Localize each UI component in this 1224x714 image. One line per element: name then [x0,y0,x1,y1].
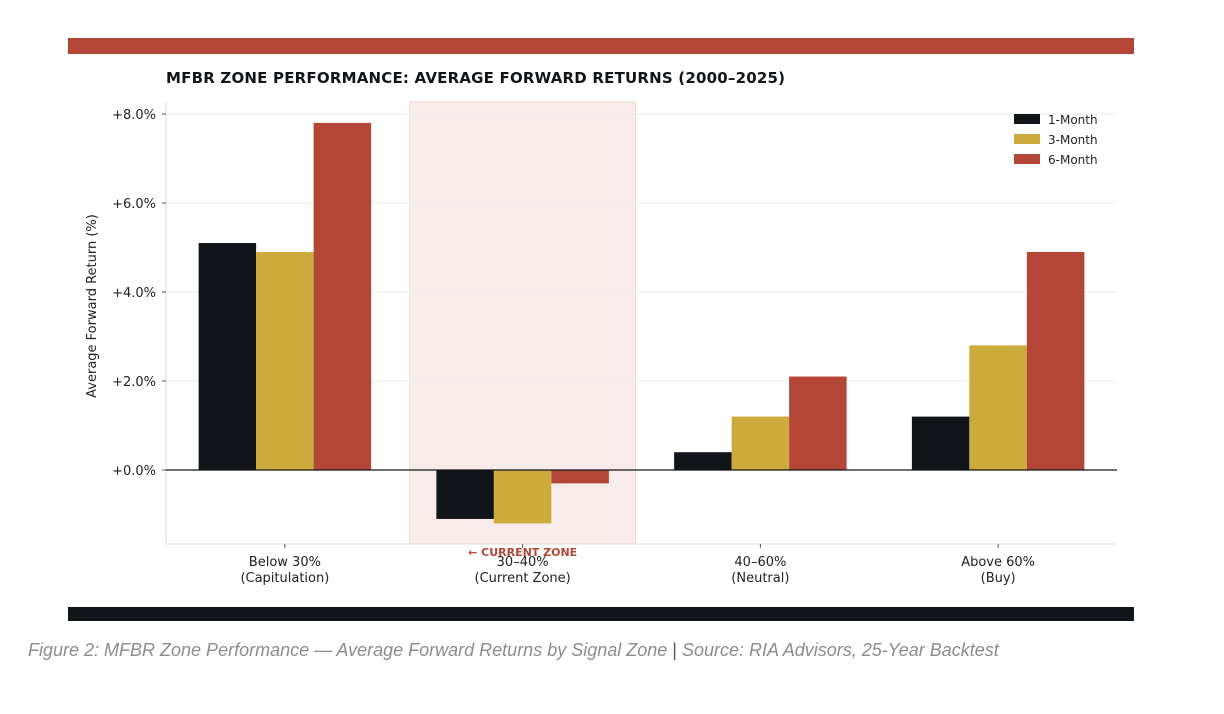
bar-6-month-3 [1026,251,1085,470]
legend-label-1-month: 1-Month [1048,113,1098,127]
current-zone-annotation: ← CURRENT ZONE [468,546,577,559]
y-tick-label: +6.0% [112,197,156,212]
x-tick-label: (Buy) [981,571,1016,586]
chart-title: MFBR ZONE PERFORMANCE: AVERAGE FORWARD R… [166,69,786,87]
x-tick-label: (Current Zone) [475,571,571,586]
x-tick-label: Below 30% [249,555,321,570]
y-tick-label: +2.0% [112,375,156,390]
legend-swatch-3-month [1014,134,1040,144]
bar-1-month-2 [674,452,732,470]
bar-3-month-1 [493,470,552,524]
y-tick-label: +4.0% [112,286,156,301]
legend-label-6-month: 6-Month [1048,153,1098,167]
x-tick-label: Above 60% [961,555,1035,570]
caption-figure-text: Figure 2: MFBR Zone Performance — Averag… [28,640,668,660]
x-tick-label: (Capitulation) [240,571,329,586]
bar-6-month-1 [551,470,609,484]
legend-swatch-6-month [1014,154,1040,164]
legend-swatch-1-month [1014,114,1040,124]
caption-source-text: Source: RIA Advisors, 25-Year Backtest [682,640,999,660]
y-tick-label: +8.0% [112,108,156,123]
x-tick-label: 30–40% [497,555,549,570]
bar-1-month-0 [198,243,257,470]
x-tick-label: (Neutral) [731,571,789,586]
bar-6-month-2 [789,376,847,470]
bar-3-month-3 [969,345,1027,470]
top-accent-band [68,38,1134,54]
y-tick-label: +0.0% [112,464,156,479]
bottom-accent-band [68,607,1134,621]
y-axis-label: Average Forward Return (%) [85,214,100,398]
bar-6-month-0 [313,122,372,471]
bar-1-month-1 [436,470,494,519]
x-tick-label: 40–60% [734,555,786,570]
bar-1-month-3 [911,416,970,470]
bar-3-month-0 [256,251,314,470]
caption-separator: | [672,640,677,660]
legend-label-3-month: 3-Month [1048,133,1098,147]
bar-3-month-2 [731,416,790,470]
figure-caption: Figure 2: MFBR Zone Performance — Averag… [28,640,1208,661]
